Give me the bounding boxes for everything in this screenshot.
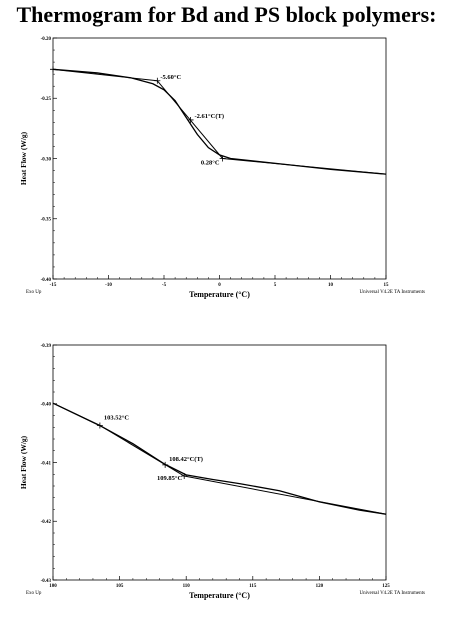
- point-marker: [181, 473, 188, 480]
- y-tick-label: -0.40: [41, 403, 52, 408]
- y-tick-label: -0.43: [41, 579, 52, 584]
- y-tick-label: -0.41: [41, 461, 52, 466]
- y-tick-label: -0.35: [41, 218, 52, 223]
- y-tick-label: -0.30: [41, 157, 52, 162]
- y-tick-label: -0.25: [41, 97, 52, 102]
- data-annotation: 103.52°C: [104, 414, 129, 421]
- point-marker: [187, 116, 194, 123]
- point-marker: [219, 155, 226, 162]
- point-marker: [154, 77, 161, 84]
- y-axis-label: Heat Flow (W/g): [19, 435, 28, 489]
- x-tick-label: 10: [328, 283, 334, 288]
- x-axis-label: Temperature (°C): [189, 290, 250, 299]
- thermogram-chart-bottom: 100 105 110 115 120 125 -0.39 -0.40 -0.41 -0.42 -0…: [19, 344, 425, 600]
- x-tick-label: -5: [162, 283, 167, 288]
- tangent-line: [184, 475, 387, 515]
- x-tick-label: 120: [316, 584, 324, 589]
- thermogram-chart-top: -15 -10 -5 0 5 10 15 -0.20 -0.25 -0.30 -0.35 -0.40 H…: [19, 37, 425, 299]
- data-annotation: -2.61°C(T): [195, 113, 225, 120]
- data-annotation: -5.60°C: [160, 74, 181, 81]
- y-tick-label: -0.40: [41, 278, 52, 283]
- series-line: [52, 402, 387, 515]
- x-tick-label: 105: [116, 584, 124, 589]
- x-tick-label: 110: [183, 584, 191, 589]
- x-tick-label: -10: [105, 283, 112, 288]
- point-marker: [96, 422, 103, 429]
- y-tick-label: -0.42: [41, 520, 52, 525]
- x-tick-label: 15: [384, 283, 390, 288]
- y-tick-label: -0.20: [41, 37, 52, 42]
- page-title: Thermogram for Bd and PS block polymers:: [16, 2, 437, 27]
- data-annotation: 108.42°C(T): [169, 456, 203, 463]
- x-tick-label: 125: [382, 584, 390, 589]
- point-marker: [50, 66, 56, 73]
- footer-left: Exo Up: [26, 591, 42, 596]
- x-tick-label: 5: [274, 283, 277, 288]
- footer-left: Exo Up: [26, 290, 42, 295]
- x-tick-label: -15: [50, 283, 57, 288]
- plot-frame: [52, 344, 387, 581]
- x-axis-label: Temperature (°C): [189, 591, 250, 600]
- x-tick-label: 0: [218, 283, 221, 288]
- y-tick-label: -0.39: [41, 344, 52, 349]
- y-axis-label: Heat Flow (W/g): [19, 131, 28, 185]
- series-line: [52, 68, 387, 175]
- footer-right: Universal V4.2E TA Instruments: [359, 591, 425, 596]
- data-annotation: 109.85°C: [157, 475, 182, 482]
- point-marker: [162, 461, 169, 468]
- data-annotation: 0.28°C: [201, 160, 220, 167]
- footer-right: Universal V4.2E TA Instruments: [359, 290, 425, 295]
- x-tick-label: 115: [249, 584, 257, 589]
- x-tick-label: 100: [49, 584, 57, 589]
